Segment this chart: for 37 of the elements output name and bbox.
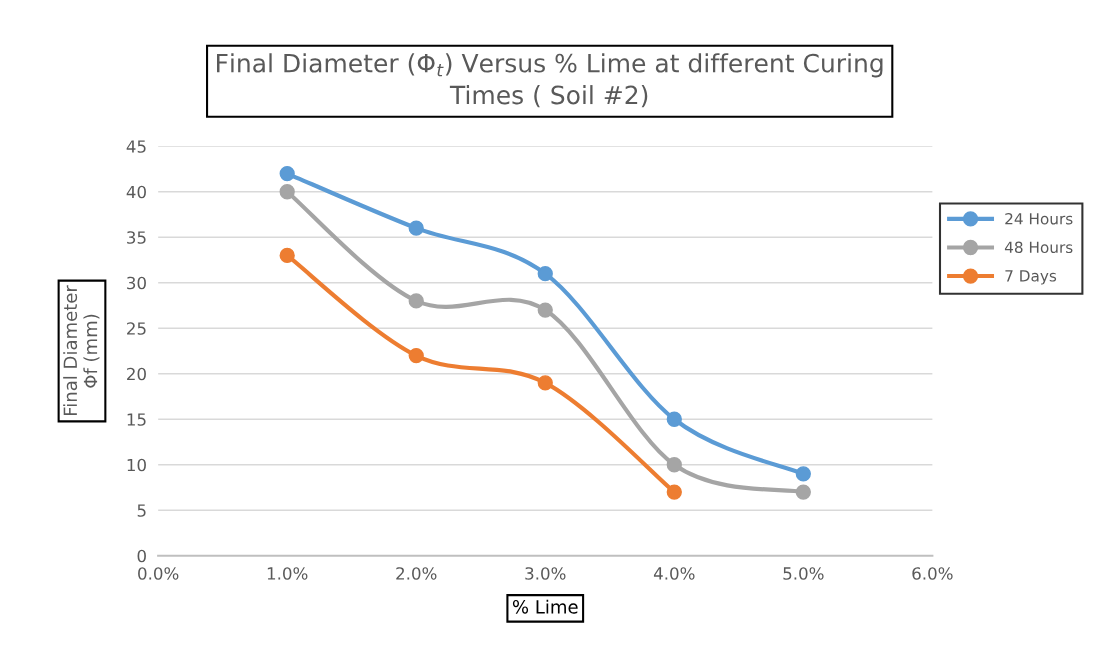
y-tick-label: 30 — [127, 276, 146, 290]
point — [537, 302, 553, 318]
x-tick-label: 1.0% — [267, 567, 308, 580]
y-axis-title: Final Diameter Φf (mm) — [63, 285, 100, 416]
x-axis-title: % Lime — [512, 599, 578, 614]
chart-title: Final Diameter (Φ$_{t}$) Versus % Lime at different Curing Times ( Soil #2) — [217, 53, 883, 108]
point — [666, 457, 682, 473]
point — [408, 347, 424, 364]
x-tick-label: 0.0% — [138, 567, 179, 580]
point — [795, 466, 811, 482]
x-tick-label: 3.0% — [525, 567, 566, 580]
x-tick-label: 6.0% — [912, 567, 953, 580]
point — [666, 411, 682, 427]
y-tick-label: 35 — [127, 231, 146, 244]
y-tick-label: 20 — [127, 367, 146, 381]
x-tick-label: 4.0% — [653, 567, 695, 580]
y-tick-label: 25 — [127, 322, 146, 335]
legend-label: 48 Hours — [1004, 241, 1073, 254]
legend-label: 7 Days — [1005, 270, 1057, 285]
y-tick-label: 15 — [127, 413, 146, 426]
y-tick-label: 40 — [126, 185, 146, 199]
y-tick-label: 0 — [137, 549, 146, 563]
point — [279, 165, 295, 182]
point — [279, 247, 295, 264]
y-tick-label: 45 — [126, 140, 146, 153]
point — [408, 220, 424, 236]
y-tick-label: 5 — [137, 504, 146, 517]
legend-label: 24 Hours — [1005, 212, 1073, 225]
point — [408, 293, 424, 309]
x-tick-label: 5.0% — [783, 567, 824, 580]
point — [795, 484, 811, 500]
y-tick-label: 10 — [127, 458, 146, 472]
point — [666, 484, 682, 500]
point — [537, 266, 553, 282]
point — [537, 375, 553, 391]
point — [279, 184, 295, 200]
x-tick-label: 2.0% — [396, 567, 437, 580]
